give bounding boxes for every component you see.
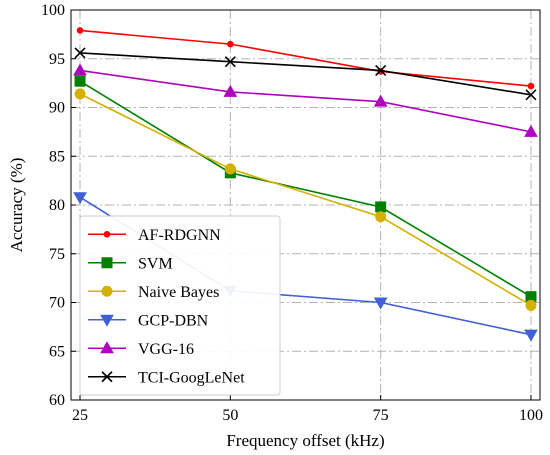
- series-line: [79, 29, 532, 87]
- data-point: [525, 299, 537, 311]
- legend-marker: [101, 285, 113, 297]
- data-point: [227, 40, 234, 48]
- data-point: [73, 63, 87, 76]
- x-tick-label: 75: [373, 407, 389, 424]
- legend-marker: [103, 230, 111, 238]
- y-tick-label: 95: [49, 51, 65, 68]
- series-line: [79, 93, 532, 307]
- legend-label: AF-RDGNN: [138, 227, 221, 244]
- legend-marker: [101, 257, 113, 269]
- y-tick-label: 60: [49, 392, 65, 409]
- legend: AF-RDGNN SVM Naive Bayes GCP-DBN VGG-16 TCI-G…: [79, 215, 281, 396]
- series-naive-bayes: [74, 88, 537, 311]
- y-axis-label: Accuracy (%): [7, 158, 26, 253]
- data-point: [74, 88, 86, 100]
- x-tick-label: 100: [519, 407, 543, 424]
- data-point: [74, 47, 86, 59]
- y-tick-label: 75: [49, 246, 65, 263]
- y-tick-label: 65: [49, 343, 65, 360]
- data-point: [76, 27, 84, 34]
- legend-label: SVM: [138, 255, 173, 272]
- legend-box: [79, 215, 281, 396]
- legend-label: TCI-GoogLeNet: [138, 369, 245, 386]
- series-tci-googlenet: [74, 47, 537, 101]
- legend-marker: [100, 341, 114, 354]
- y-tick-label: 80: [49, 197, 65, 214]
- legend-marker: [100, 314, 114, 327]
- x-tick-label: 25: [72, 407, 88, 424]
- y-tick-label: 85: [49, 148, 65, 165]
- data-point: [73, 192, 87, 205]
- legend-item: VGG-16: [88, 341, 194, 358]
- series-line: [79, 52, 532, 96]
- data-point: [525, 89, 537, 101]
- data-point: [223, 84, 238, 97]
- data-point: [524, 124, 538, 137]
- series-line: [79, 69, 532, 133]
- data-point: [224, 163, 236, 175]
- data-point: [74, 75, 86, 87]
- x-axis: 25 50 75 100: [72, 395, 543, 424]
- data-point: [524, 329, 538, 342]
- legend-label: VGG-16: [138, 341, 194, 358]
- series-line: [79, 80, 532, 298]
- legend-item: GCP-DBN: [88, 312, 209, 329]
- data-point: [373, 94, 388, 107]
- series-vgg-16: [73, 63, 538, 137]
- data-point: [375, 201, 387, 213]
- y-tick-label: 90: [49, 100, 65, 117]
- y-tick-label: 70: [49, 295, 65, 312]
- legend-item: AF-RDGNN: [88, 227, 221, 244]
- legend-label: Naive Bayes: [138, 284, 219, 301]
- data-point: [375, 211, 387, 223]
- legend-item: SVM: [88, 255, 173, 272]
- x-tick-label: 50: [222, 407, 238, 424]
- legend-marker: [101, 371, 113, 383]
- legend-label: GCP-DBN: [138, 312, 209, 329]
- data-point: [373, 297, 388, 310]
- legend-item: Naive Bayes: [88, 284, 219, 301]
- legend-item: TCI-GoogLeNet: [88, 369, 245, 386]
- series-af-rdgnn: [76, 27, 535, 90]
- data-point: [527, 82, 535, 90]
- x-axis-label: Frequency offset (kHz): [226, 431, 384, 450]
- data-point: [375, 64, 387, 77]
- y-tick-label: 100: [41, 2, 65, 19]
- y-axis: 60 65 70 75 80 85 90 95 100: [41, 2, 76, 409]
- data-point: [224, 56, 236, 68]
